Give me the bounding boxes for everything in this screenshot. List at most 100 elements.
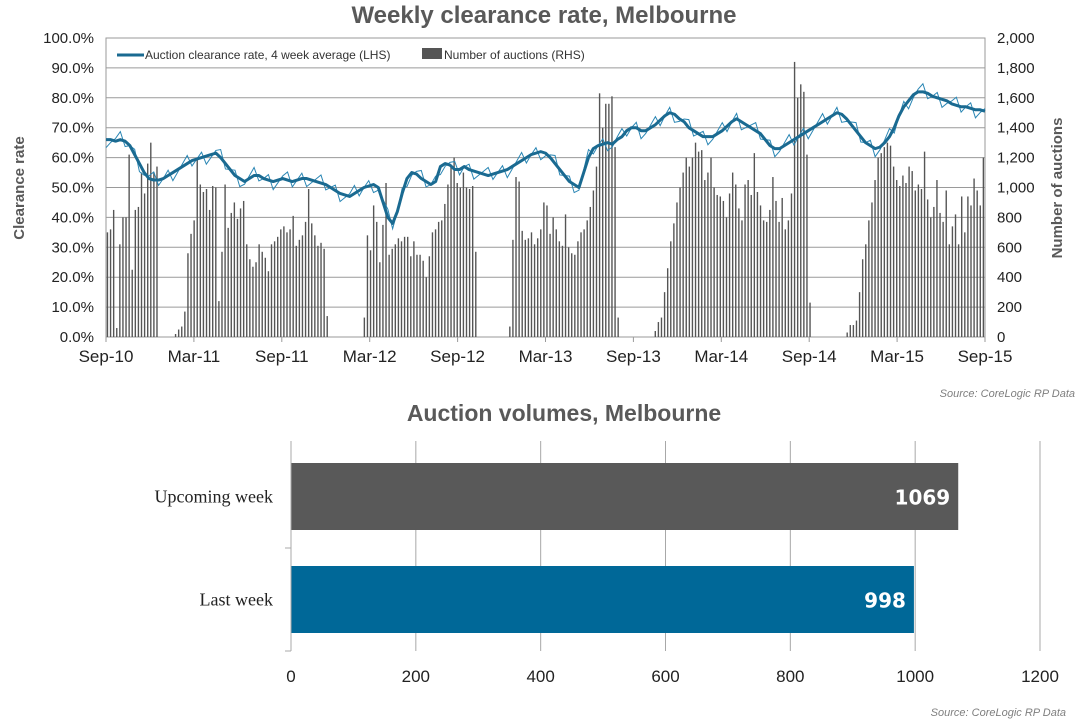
auction-bar <box>153 172 155 337</box>
auction-bar <box>264 257 267 337</box>
x-tick-label: Sep-10 <box>79 347 134 366</box>
x-tick-label: 600 <box>651 667 679 686</box>
y-tick-label-right: 200 <box>997 299 1022 316</box>
legend-bar-label: Number of auctions (RHS) <box>444 48 585 62</box>
auction-bar <box>410 256 412 337</box>
auction-bar <box>190 233 192 337</box>
x-tick-label: 1000 <box>896 667 934 686</box>
auction-bar <box>899 186 901 337</box>
y-tick-label-left: 10.0% <box>51 299 94 316</box>
auction-bar <box>369 250 372 337</box>
auction-bar <box>403 236 406 337</box>
auction-bar <box>119 244 121 337</box>
auction-bar <box>230 212 232 337</box>
auction-bar <box>128 154 130 337</box>
clearance-chart: Weekly clearance rate, Melbourne 0.0% 0 10… <box>11 2 1075 400</box>
category-label: Last week <box>200 590 273 610</box>
auction-bar <box>459 187 461 337</box>
auction-bar <box>465 187 468 337</box>
auction-bar <box>400 241 403 337</box>
auction-bar <box>280 229 282 337</box>
auction-bar <box>750 194 752 337</box>
auction-bar <box>304 221 307 337</box>
auction-bar <box>394 244 397 337</box>
auction-bar <box>227 227 229 337</box>
auction-bar <box>775 200 777 337</box>
auction-bar <box>444 203 446 337</box>
auction-bar <box>527 238 530 337</box>
auction-bar <box>688 166 691 337</box>
auction-bar <box>540 229 542 337</box>
auction-bar <box>515 177 517 337</box>
auction-bar <box>456 183 458 337</box>
auction-bar <box>187 253 189 337</box>
auction-bar <box>861 259 864 337</box>
auction-bar <box>261 251 263 337</box>
auction-bar <box>150 142 152 337</box>
auction-bar <box>892 166 895 337</box>
auction-bar <box>471 186 474 337</box>
y-tick-label-right: 1,600 <box>997 90 1035 107</box>
y-axis-label-right: Number of auctions <box>1049 118 1066 259</box>
auction-bar <box>793 61 796 338</box>
volume-bar <box>291 566 914 633</box>
auction-bar <box>549 233 551 337</box>
auction-bar <box>982 157 985 337</box>
auction-bar <box>926 199 929 337</box>
auction-bar <box>657 322 660 337</box>
auction-bar <box>725 217 728 337</box>
auction-bar <box>685 157 687 337</box>
auction-bar <box>716 194 718 337</box>
clearance-chart-source: Source: CoreLogic RP Data <box>940 388 1075 400</box>
auction-bar <box>586 220 588 337</box>
auction-bar <box>741 220 743 337</box>
auction-bar <box>221 251 223 337</box>
y-tick-label-right: 400 <box>997 269 1022 286</box>
auction-bar <box>796 97 799 337</box>
auction-bar <box>407 236 409 337</box>
auction-count-bars <box>106 61 985 338</box>
auction-bar <box>713 187 715 337</box>
auction-bar <box>574 254 576 337</box>
auction-bar <box>546 205 548 337</box>
auction-bar <box>948 244 951 337</box>
x-tick-label: Sep-15 <box>958 347 1013 366</box>
auction-bar <box>208 209 211 338</box>
y-axis-label-left: Clearance rate <box>11 136 28 239</box>
auction-bar <box>174 334 177 337</box>
auction-bar <box>205 189 208 337</box>
auction-bar <box>301 235 304 337</box>
auction-bar <box>858 292 861 337</box>
auction-bar <box>954 214 957 337</box>
auction-bar <box>524 239 526 337</box>
x-tick-label: 0 <box>286 667 295 686</box>
auction-bar <box>434 229 437 337</box>
auction-bar <box>951 226 954 337</box>
auction-bar <box>267 271 270 337</box>
auction-bar <box>877 157 879 337</box>
auction-bar <box>865 244 867 337</box>
auction-bar <box>199 184 202 337</box>
auction-bar <box>735 184 737 337</box>
auction-bar <box>416 254 418 337</box>
auction-bar <box>236 218 239 337</box>
weekly-clearance-rate-line <box>105 82 986 231</box>
auction-bar <box>942 221 944 337</box>
auction-bar <box>762 220 765 337</box>
auction-bar <box>156 166 158 337</box>
auction-bar <box>598 93 601 337</box>
y-tick-label-right: 1,000 <box>997 180 1035 197</box>
auction-bar <box>778 221 780 337</box>
auction-bar <box>759 205 762 337</box>
auction-bar <box>939 212 941 337</box>
auction-bar <box>116 328 118 337</box>
auction-bar <box>905 183 907 337</box>
y-tick-label-right: 2,000 <box>997 30 1035 47</box>
auction-bar <box>453 157 455 337</box>
volume-bar <box>291 463 959 530</box>
y-tick-label-right: 1,800 <box>997 60 1035 77</box>
auction-bar <box>196 157 198 337</box>
y-tick-label-left: 50.0% <box>51 180 94 197</box>
auction-bar <box>366 235 369 337</box>
auction-bar <box>679 187 681 337</box>
